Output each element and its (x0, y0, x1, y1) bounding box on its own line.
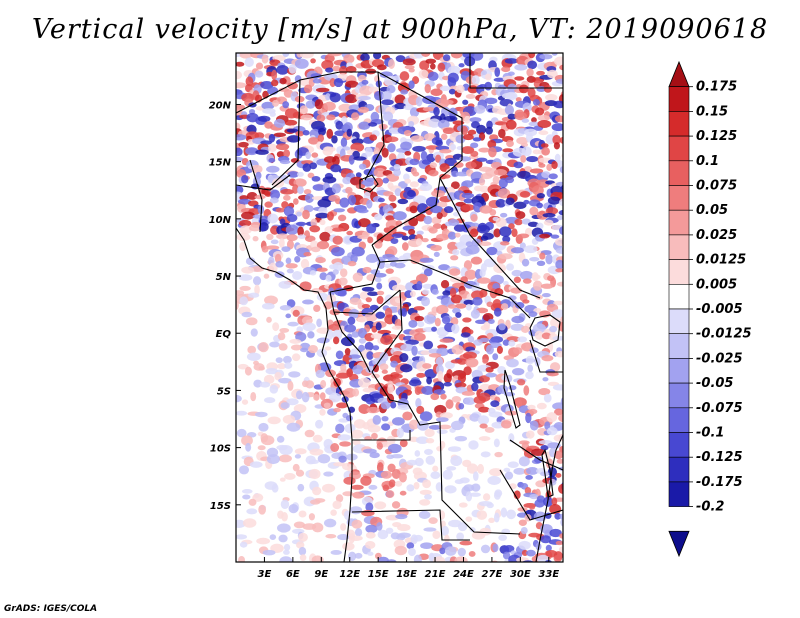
colorbar-label: 0.125 (696, 129, 737, 144)
colorbar-segment (668, 86, 690, 112)
colorbar-segment (668, 259, 690, 285)
colorbar-segment (668, 185, 690, 211)
colorbar-segment (668, 358, 690, 384)
colorbar-label: -0.175 (696, 475, 743, 490)
colorbar-label: 0.05 (696, 203, 728, 218)
colorbar-segment (668, 209, 690, 236)
colorbar-segment (668, 111, 690, 137)
colorbar-segment (668, 481, 690, 507)
y-tick-label: 5S (217, 386, 231, 397)
y-tick-label: EQ (216, 329, 232, 340)
colorbar-label: -0.075 (696, 401, 743, 416)
colorbar-segment (668, 382, 690, 409)
x-tick-label: 3E (258, 569, 272, 580)
longitude-axis: 3E 6E 9E 12E 15E 18E 21E 24E 27E 30E 33E (258, 557, 559, 580)
y-tick-label: 20N (209, 100, 232, 111)
colorbar-label: 0.025 (696, 228, 737, 243)
x-tick-label: 21E (425, 569, 446, 580)
x-tick-label: 24E (453, 569, 474, 580)
x-tick-label: 12E (339, 569, 360, 580)
y-tick-label: 10S (210, 444, 231, 455)
colorbar-segment (668, 234, 690, 260)
colorbar: 0.175 0.15 0.125 0.1 0.075 0.05 0.025 0.0125 0.0… (668, 60, 752, 558)
x-tick-label: 33E (538, 569, 559, 580)
colorbar-label: 0.1 (696, 154, 719, 169)
colorbar-segment (668, 407, 690, 433)
grads-credit: GrADS: IGES/COLA (4, 604, 98, 614)
x-tick-label: 27E (482, 569, 503, 580)
colorbar-label: 0.005 (696, 277, 737, 292)
y-tick-label: 15S (210, 501, 231, 512)
colorbar-segment (668, 308, 690, 335)
colorbar-label: -0.005 (696, 302, 743, 317)
colorbar-segment (668, 60, 690, 88)
x-tick-label: 6E (286, 569, 300, 580)
x-tick-label: 30E (510, 569, 531, 580)
coastlines-and-borders (236, 53, 563, 562)
colorbar-label: -0.125 (696, 450, 743, 465)
map-frame (235, 52, 564, 563)
y-tick-label: 15N (209, 158, 232, 169)
colorbar-segment (668, 135, 690, 162)
colorbar-label: -0.0125 (696, 327, 752, 342)
colorbar-segment (668, 333, 690, 359)
colorbar-label: 0.0125 (696, 253, 746, 268)
colorbar-segment (668, 283, 690, 310)
colorbar-label: 0.175 (696, 80, 737, 95)
map-title: Vertical velocity [m/s] at 900hPa, VT: 2… (31, 14, 769, 45)
colorbar-segment (668, 432, 690, 458)
x-tick-label: 18E (396, 569, 417, 580)
colorbar-label: -0.025 (696, 351, 743, 366)
x-tick-label: 15E (368, 569, 389, 580)
y-tick-label: 5N (216, 272, 232, 283)
colorbar-label: -0.05 (696, 376, 733, 391)
colorbar-label: 0.075 (696, 179, 737, 194)
colorbar-label: 0.15 (696, 104, 728, 119)
colorbar-label: -0.1 (696, 426, 724, 441)
y-tick-label: 10N (209, 215, 232, 226)
colorbar-segment (668, 530, 690, 558)
colorbar-segment (668, 160, 690, 186)
colorbar-label: -0.2 (696, 500, 724, 515)
latitude-axis: 20N 15N 10N 5N EQ 5S 10S 15S (209, 100, 241, 512)
velocity-field (236, 53, 563, 562)
colorbar-segment (668, 456, 690, 483)
x-tick-label: 9E (314, 569, 328, 580)
